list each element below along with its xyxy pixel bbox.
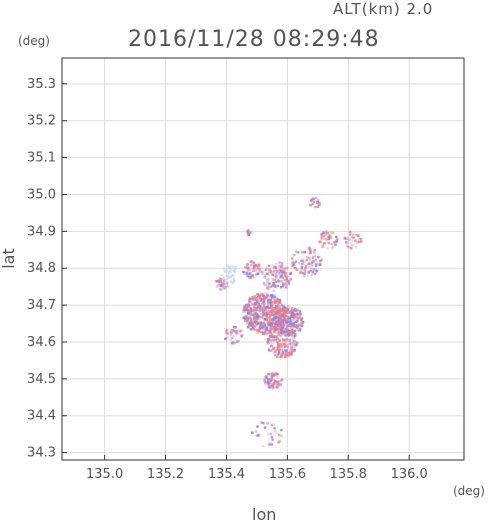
radar-echo-field [215,196,363,448]
y-tick-label: 35.3 [27,77,56,92]
y-tick-label: 34.9 [27,224,56,239]
y-tick-label: 35.1 [27,151,56,166]
x-tick-label: 135.0 [86,467,123,482]
grid-lines [62,58,464,460]
y-tick-label: 34.7 [27,298,56,313]
altitude-label: ALT(km) 2.0 [333,0,434,18]
observation-timestamp: 2016/11/28 08:29:48 [128,27,380,52]
x-axis-label: lon [252,505,277,524]
y-tick-label: 34.5 [27,372,56,387]
x-axis-unit: (deg) [453,484,485,498]
x-tick-label: 135.2 [147,467,184,482]
y-tick-label: 35.0 [27,187,56,202]
plot-frame [61,57,465,461]
x-tick-label: 135.6 [269,467,306,482]
y-tick-label: 34.8 [27,261,56,276]
x-tick-label: 136.0 [391,467,428,482]
y-tick-label: 34.6 [27,335,56,350]
y-tick-label: 35.2 [27,114,56,129]
y-ticks: 34.3 34.4 34.5 34.6 34.7 34.8 34.9 35.0 35.1 35.2… [27,77,67,461]
y-tick-label: 34.3 [27,446,56,461]
y-tick-label: 34.4 [27,409,56,424]
x-ticks: 135.0 135.2 135.4 135.6 135.8 136.0 [86,455,428,482]
y-axis-unit: (deg) [18,34,50,48]
x-tick-label: 135.8 [330,467,367,482]
x-tick-label: 135.4 [208,467,245,482]
